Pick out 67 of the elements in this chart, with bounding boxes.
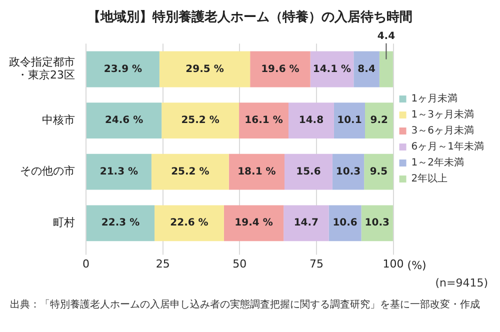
- legend-label: 1ヶ月未満: [411, 92, 458, 105]
- data-label: 22.6 %: [170, 218, 208, 229]
- data-label: 9.5: [370, 166, 388, 178]
- data-label: 21.3 %: [100, 166, 138, 178]
- data-label: 19.6 %: [261, 64, 300, 75]
- data-label: 23.9 %: [104, 64, 142, 75]
- data-label: 10.3: [336, 166, 361, 178]
- bar: [361, 205, 393, 242]
- data-label: 25.2 %: [171, 166, 210, 178]
- legend-label: 3～6ヶ月未満: [411, 124, 474, 137]
- data-label: 22.3 %: [101, 218, 140, 229]
- chart-title: 【地域別】特別養護老人ホーム（特養）の入居待ち時間: [88, 9, 412, 26]
- bar: [288, 102, 334, 139]
- legend-label: 6ヶ月～1年未満: [411, 140, 484, 153]
- bar: [86, 154, 152, 190]
- bar: [154, 205, 224, 242]
- legend-label: 2年以上: [411, 172, 448, 185]
- data-label: 14.1 %: [312, 64, 352, 75]
- bar: [334, 102, 366, 139]
- bar: [379, 51, 393, 88]
- bar: [86, 51, 160, 88]
- x-tick-label: 75: [309, 257, 324, 270]
- bar: [365, 102, 394, 139]
- bar: [250, 51, 310, 88]
- y-tick-label: 中核市: [42, 113, 75, 126]
- x-tick-label: 25: [156, 257, 170, 270]
- x-tick-label: 0: [82, 257, 90, 270]
- data-label: 10.3: [364, 218, 390, 229]
- y-tick-label: 政令指定都市・東京23区: [9, 56, 75, 82]
- bar: [332, 154, 364, 190]
- bar: [364, 154, 394, 190]
- data-label: 16.1 %: [244, 115, 283, 126]
- x-tick-label: 50: [232, 257, 247, 270]
- data-label: 10.6: [332, 218, 358, 229]
- y-tick-label: 町村: [53, 216, 75, 230]
- data-label: 14.7: [294, 218, 319, 229]
- data-label: 25.2 %: [181, 115, 220, 126]
- x-axis-title: (%): [407, 259, 426, 272]
- data-label: 19.4 %: [234, 218, 273, 229]
- bar: [151, 154, 229, 190]
- bar: [159, 51, 250, 88]
- data-label: 4.4: [377, 30, 396, 42]
- source-note: 出典：「特別養護老人ホームの入居申し込み者の実態調査把握に関する調査研究」を基に一部改変・作成: [10, 298, 480, 311]
- bar: [162, 102, 240, 139]
- bar: [284, 205, 329, 242]
- data-label: 15.6: [296, 166, 321, 178]
- data-label: 14.8: [298, 115, 324, 126]
- data-label: 9.2: [370, 115, 388, 126]
- bar: [228, 154, 284, 190]
- bar: [239, 102, 288, 139]
- bar: [310, 51, 354, 88]
- bar: [86, 102, 162, 139]
- bar: [354, 51, 380, 88]
- bar: [328, 205, 362, 242]
- legend-label: 1～2年未満: [411, 156, 464, 169]
- x-tick-label: 100: [382, 257, 404, 270]
- data-label: 29.5 %: [186, 64, 224, 75]
- y-tick-label: その他の市: [20, 164, 75, 178]
- bar: [284, 154, 332, 190]
- data-label: 24.6 %: [104, 115, 144, 126]
- data-label: 8.4: [358, 64, 376, 75]
- data-label: 18.1 %: [238, 166, 276, 178]
- bar: [86, 205, 155, 242]
- data-label: 10.1: [337, 115, 362, 126]
- legend-label: 1～3ヶ月未満: [411, 108, 474, 121]
- bar: [224, 205, 284, 242]
- text: (n=9415): [435, 276, 488, 290]
